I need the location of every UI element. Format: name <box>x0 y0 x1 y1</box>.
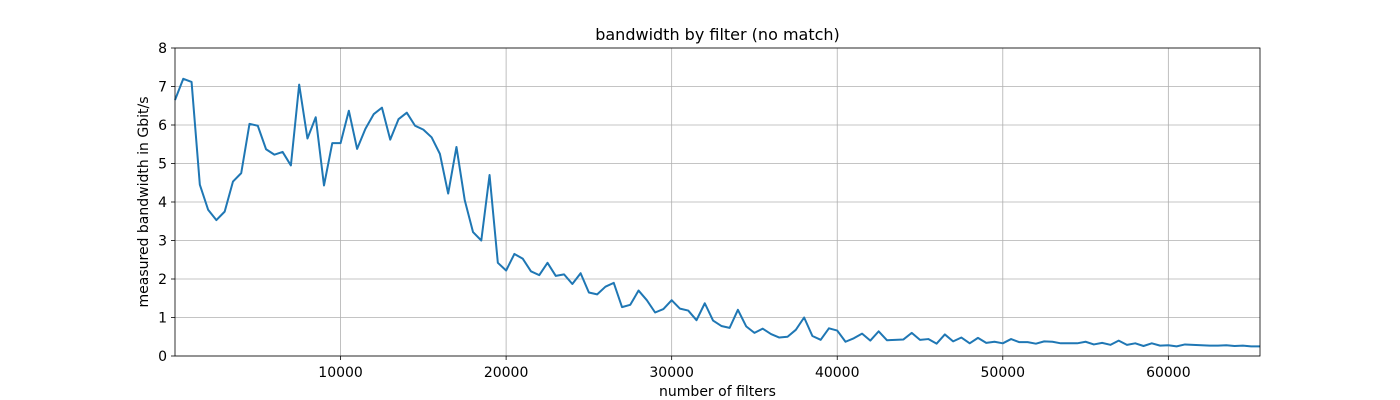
y-tick-label: 7 <box>158 80 167 96</box>
series-line <box>174 77 1260 348</box>
x-tick-label: 20000 <box>484 365 529 381</box>
x-axis: 10000 20000 30000 40000 50000 60000 <box>318 356 1191 381</box>
y-axis: 0 1 2 3 4 5 6 7 8 <box>158 41 175 365</box>
x-tick-label: 10000 <box>318 365 363 381</box>
data-series <box>174 77 1260 348</box>
x-tick-label: 30000 <box>649 365 694 381</box>
y-tick-label: 6 <box>158 118 167 134</box>
y-tick-label: 4 <box>158 195 167 211</box>
y-tick-label: 0 <box>158 349 167 365</box>
y-tick-label: 1 <box>158 311 167 327</box>
y-tick-label: 3 <box>158 234 167 250</box>
grid-lines <box>175 47 1260 357</box>
y-tick-label: 8 <box>158 41 167 57</box>
y-tick-label: 5 <box>158 157 167 173</box>
x-tick-label: 40000 <box>815 365 860 381</box>
x-axis-label: number of filters <box>659 384 776 400</box>
x-tick-label: 50000 <box>981 365 1026 381</box>
y-axis-label: measured bandwidth in Gbit/s <box>136 97 152 308</box>
x-tick-label: 60000 <box>1146 365 1191 381</box>
y-tick-label: 2 <box>158 272 167 288</box>
chart-title: bandwidth by filter (no match) <box>595 25 840 44</box>
